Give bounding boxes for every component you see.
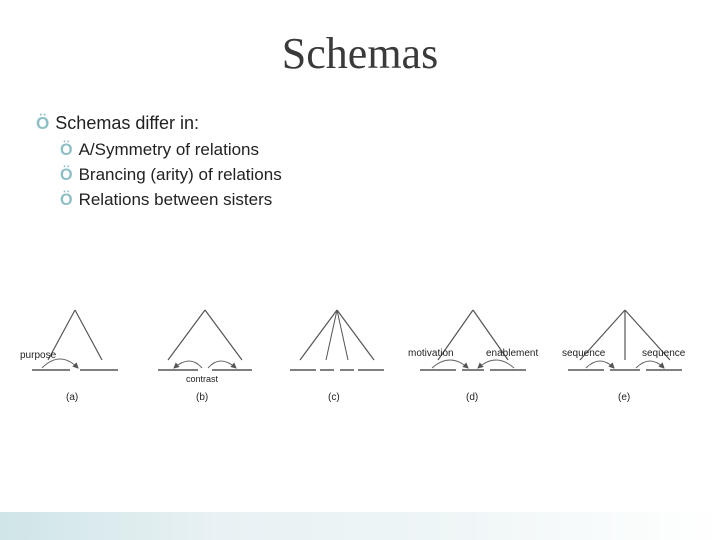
bullet-sub-text: A/Symmetry of relations — [79, 140, 259, 159]
slide-title: Schemas — [0, 28, 720, 79]
label-motivation: motivation — [408, 348, 454, 359]
panel-a: purpose (a) — [20, 310, 118, 403]
label-purpose: purpose — [20, 350, 57, 361]
panel-b: contrast (b) — [158, 310, 252, 403]
swirl-icon: Ö — [60, 190, 73, 212]
label-enablement: enablement — [486, 348, 538, 359]
swirl-icon: Ö — [60, 140, 73, 162]
caption-d: (d) — [466, 392, 478, 403]
caption-c: (c) — [328, 392, 340, 403]
slide: Schemas Ö Schemas differ in: Ö A/Symmetry … — [0, 0, 720, 540]
bullet-block: Ö Schemas differ in: Ö A/Symmetry of relat… — [36, 112, 282, 214]
diagram-row: purpose (a) contrast (b) — [20, 300, 700, 440]
bullet-sub: Ö Relations between sisters — [60, 189, 282, 212]
caption-b: (b) — [196, 392, 208, 403]
panel-e: sequence sequence (e) — [562, 310, 686, 403]
swirl-icon: Ö — [36, 113, 49, 135]
bullet-sub: Ö A/Symmetry of relations — [60, 139, 282, 162]
panel-d: motivation enablement (d) — [408, 310, 538, 403]
diagram-svg: purpose (a) contrast (b) — [20, 300, 700, 440]
caption-a: (a) — [66, 392, 78, 403]
caption-e: (e) — [618, 392, 630, 403]
bullet-sub-text: Relations between sisters — [79, 190, 273, 209]
bullet-sub-text: Brancing (arity) of relations — [79, 165, 282, 184]
label-sequence-r: sequence — [642, 348, 686, 359]
label-sequence-l: sequence — [562, 348, 606, 359]
bullet-main-text: Schemas differ in: — [55, 113, 199, 133]
swirl-icon: Ö — [60, 165, 73, 187]
bottom-gradient-band — [0, 512, 720, 540]
bullet-main: Ö Schemas differ in: — [36, 112, 282, 135]
label-contrast: contrast — [186, 374, 219, 384]
panel-c: (c) — [290, 310, 384, 403]
bullet-sub: Ö Brancing (arity) of relations — [60, 164, 282, 187]
